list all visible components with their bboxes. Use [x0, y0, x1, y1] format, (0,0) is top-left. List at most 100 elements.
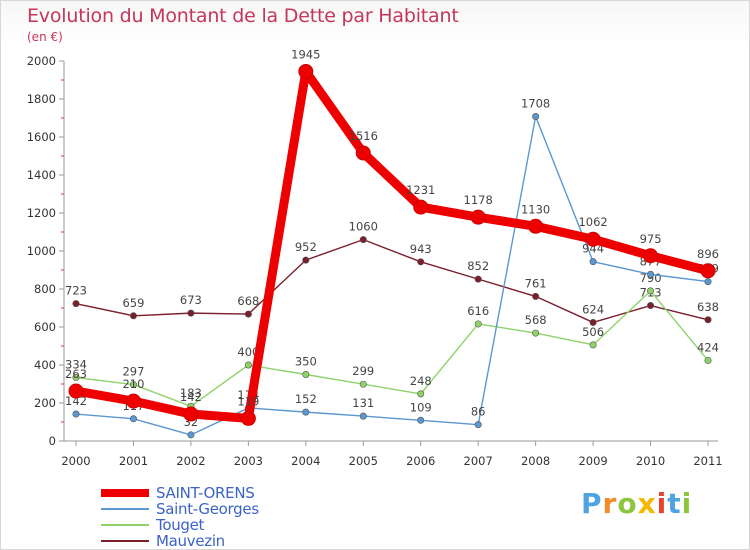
logo-letter: t: [667, 487, 682, 520]
data-point: [704, 316, 712, 324]
y-tick-label: 200: [34, 396, 56, 410]
x-tick-label: 2000: [61, 454, 90, 468]
y-tick-label: 2000: [27, 54, 56, 68]
data-point: [72, 410, 80, 418]
data-label: 142: [180, 390, 202, 404]
data-label: 1516: [349, 129, 378, 143]
data-point: [244, 361, 252, 369]
data-label: 761: [525, 276, 547, 290]
y-tick-label: 1800: [27, 92, 56, 106]
data-label: 568: [525, 313, 547, 327]
data-point: [585, 231, 601, 247]
legend-swatch: [101, 540, 149, 542]
data-point: [240, 410, 256, 426]
data-label: 263: [65, 367, 87, 381]
data-point: [417, 416, 425, 424]
x-tick-label: 2007: [464, 454, 493, 468]
data-label: 723: [65, 284, 87, 298]
data-point: [700, 263, 716, 279]
data-label: 350: [295, 355, 317, 369]
data-label: 334: [65, 358, 87, 372]
logo-letter: o: [617, 487, 638, 520]
data-point: [474, 320, 482, 328]
legend-label: Mauvezin: [156, 532, 225, 550]
data-point: [704, 278, 712, 286]
proxiti-logo: Proxiti: [581, 487, 692, 520]
data-point: [474, 421, 482, 429]
data-point: [187, 431, 195, 439]
legend-swatch: [101, 508, 149, 510]
legend-label: SAINT-ORENS: [156, 484, 255, 502]
legend-swatch: [101, 489, 149, 497]
x-tick-label: 2002: [176, 454, 205, 468]
data-point: [413, 199, 429, 215]
y-tick-label: 1000: [27, 244, 56, 258]
data-label: 975: [640, 232, 662, 246]
data-label: 506: [582, 325, 604, 339]
y-tick-label: 400: [34, 358, 56, 372]
data-label: 131: [352, 396, 374, 410]
line-chart: 0 200 400 600 800 1000 1200 1400 1600 1800 2000 200…: [27, 47, 723, 468]
data-label: 896: [697, 247, 719, 261]
data-point: [589, 318, 597, 326]
data-label: 852: [467, 259, 489, 273]
x-tick-label: 2011: [693, 454, 722, 468]
data-point: [589, 341, 597, 349]
y-tick-label: 0: [49, 434, 56, 448]
data-label: 952: [295, 240, 317, 254]
logo-letter: P: [581, 487, 603, 520]
data-label: 152: [295, 392, 317, 406]
x-tick-label: 2009: [578, 454, 607, 468]
data-point: [183, 406, 199, 422]
legend-item: Touget: [101, 516, 361, 534]
data-label: 183: [180, 386, 202, 400]
data-label: 659: [122, 296, 144, 310]
data-label: 1178: [464, 193, 493, 207]
data-label: 668: [237, 294, 259, 308]
data-point: [298, 63, 314, 79]
series-line-touget: [75, 290, 709, 407]
legend-item: Saint-Georges: [101, 500, 361, 518]
data-point: [302, 408, 310, 416]
data-label: 210: [122, 377, 144, 391]
data-label: 119: [237, 394, 259, 408]
legend-label: Touget: [156, 516, 205, 534]
data-label: 299: [352, 364, 374, 378]
x-tick-label: 2010: [636, 454, 665, 468]
data-point: [647, 302, 655, 310]
series-line-saint-orens: [71, 66, 713, 423]
data-label: 1708: [521, 96, 550, 110]
logo-letter: x: [637, 487, 657, 520]
logo-letter: i: [681, 487, 693, 520]
data-label: 142: [65, 394, 87, 408]
data-label: 1945: [291, 47, 320, 61]
data-label: 1062: [578, 215, 607, 229]
logo-letter: i: [656, 487, 668, 520]
data-point: [647, 270, 655, 278]
data-label: 943: [410, 242, 432, 256]
legend-item: Mauvezin: [101, 532, 361, 550]
data-point: [532, 112, 540, 120]
series-line-mauvezin: [75, 238, 709, 324]
y-tick-label: 1200: [27, 206, 56, 220]
data-label: 400: [237, 345, 259, 359]
x-tick-label: 2001: [119, 454, 148, 468]
data-point: [302, 370, 310, 378]
data-point: [643, 248, 659, 264]
data-point: [72, 374, 80, 382]
data-label: 638: [697, 300, 719, 314]
data-label: 86: [471, 405, 486, 419]
x-tick-label: 2003: [234, 454, 263, 468]
data-point: [359, 380, 367, 388]
data-point: [470, 209, 486, 225]
y-tick-label: 600: [34, 320, 56, 334]
data-point: [647, 287, 655, 295]
data-point: [359, 236, 367, 244]
logo-letter: r: [602, 487, 618, 520]
y-tick-label: 1600: [27, 130, 56, 144]
data-label: 1231: [406, 183, 435, 197]
data-point: [68, 383, 84, 399]
data-point: [704, 356, 712, 364]
data-label: 1060: [349, 220, 378, 234]
